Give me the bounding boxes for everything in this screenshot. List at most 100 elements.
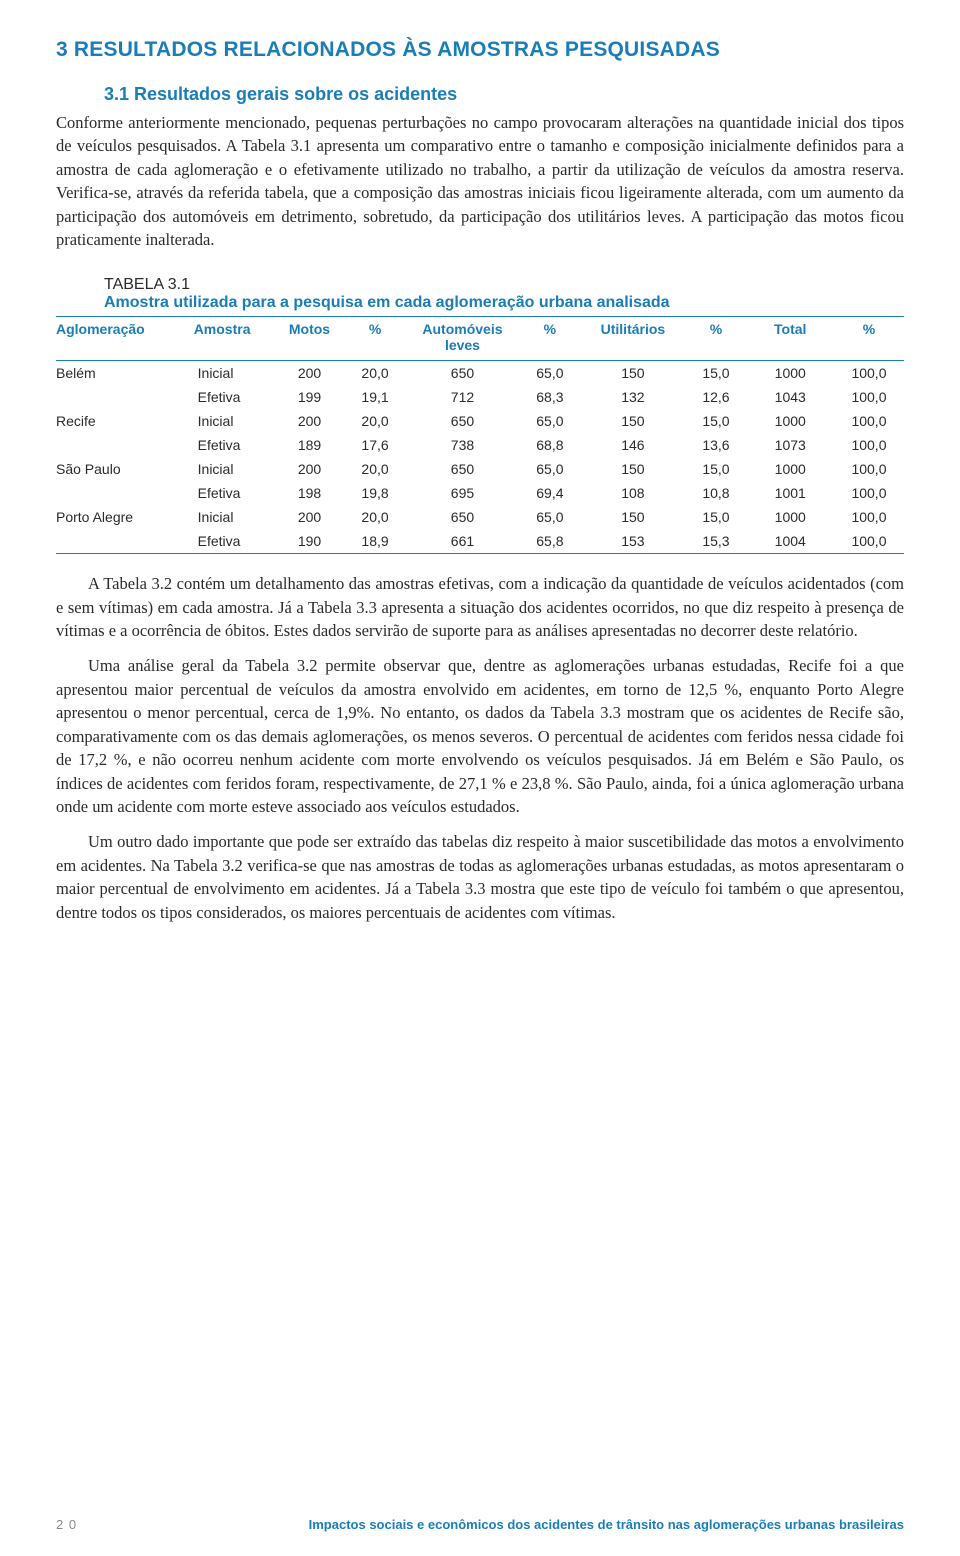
- th-amostra: Amostra: [170, 316, 275, 361]
- cell: Efetiva: [170, 385, 275, 409]
- table-row: Efetiva19819,869569,410810,81001100,0: [56, 481, 904, 505]
- data-table: Aglomeração Amostra Motos % Automóveis l…: [56, 316, 904, 555]
- cell: 15,0: [685, 457, 746, 481]
- table-row: Efetiva19018,966165,815315,31004100,0: [56, 529, 904, 554]
- cell: 68,8: [519, 433, 580, 457]
- th-aglomeracao: Aglomeração: [56, 316, 170, 361]
- cell-aglomeracao: [56, 529, 170, 554]
- cell: 15,0: [685, 505, 746, 529]
- cell: 100,0: [834, 385, 904, 409]
- cell: 199: [275, 385, 345, 409]
- th-pct-auto: %: [519, 316, 580, 361]
- cell: 650: [406, 409, 520, 433]
- cell: 19,1: [344, 385, 405, 409]
- cell: 15,0: [685, 409, 746, 433]
- cell: Efetiva: [170, 529, 275, 554]
- cell: 10,8: [685, 481, 746, 505]
- cell: 13,6: [685, 433, 746, 457]
- cell: 18,9: [344, 529, 405, 554]
- th-motos: Motos: [275, 316, 345, 361]
- cell: 650: [406, 457, 520, 481]
- paragraph-2: A Tabela 3.2 contém um detalhamento das …: [56, 572, 904, 642]
- cell-aglomeracao: São Paulo: [56, 457, 170, 481]
- cell: 1000: [747, 361, 834, 386]
- cell: 20,0: [344, 409, 405, 433]
- cell-aglomeracao: [56, 385, 170, 409]
- cell: 200: [275, 457, 345, 481]
- cell: 100,0: [834, 433, 904, 457]
- cell: 1000: [747, 409, 834, 433]
- cell: 15,0: [685, 361, 746, 386]
- paragraph-4: Um outro dado importante que pode ser ex…: [56, 830, 904, 924]
- cell: 712: [406, 385, 520, 409]
- table-row: RecifeInicial20020,065065,015015,0100010…: [56, 409, 904, 433]
- cell-aglomeracao: [56, 481, 170, 505]
- cell: 108: [580, 481, 685, 505]
- table-body: BelémInicial20020,065065,015015,01000100…: [56, 361, 904, 554]
- table-row: Efetiva19919,171268,313212,61043100,0: [56, 385, 904, 409]
- cell: 65,0: [519, 361, 580, 386]
- cell: 189: [275, 433, 345, 457]
- table-header-row: Aglomeração Amostra Motos % Automóveis l…: [56, 316, 904, 361]
- cell: 695: [406, 481, 520, 505]
- cell: 150: [580, 505, 685, 529]
- cell: 150: [580, 457, 685, 481]
- cell: 68,3: [519, 385, 580, 409]
- table-row: Efetiva18917,673868,814613,61073100,0: [56, 433, 904, 457]
- cell: 100,0: [834, 457, 904, 481]
- cell: 17,6: [344, 433, 405, 457]
- cell: 190: [275, 529, 345, 554]
- table-caption-number: TABELA 3.1: [104, 276, 904, 294]
- cell: Inicial: [170, 361, 275, 386]
- cell: 150: [580, 361, 685, 386]
- page-footer: 2 0 Impactos sociais e econômicos dos ac…: [56, 1517, 904, 1532]
- cell: 1000: [747, 457, 834, 481]
- cell: 20,0: [344, 505, 405, 529]
- paragraph-3: Uma análise geral da Tabela 3.2 permite …: [56, 654, 904, 818]
- table-row: São PauloInicial20020,065065,015015,0100…: [56, 457, 904, 481]
- cell: 20,0: [344, 361, 405, 386]
- table-caption-title: Amostra utilizada para a pesquisa em cad…: [104, 294, 904, 312]
- th-pct-total: %: [834, 316, 904, 361]
- cell: 1073: [747, 433, 834, 457]
- subsection-title: 3.1 Resultados gerais sobre os acidentes: [104, 84, 904, 105]
- cell: 65,0: [519, 457, 580, 481]
- cell: 69,4: [519, 481, 580, 505]
- cell: 65,0: [519, 505, 580, 529]
- th-automoveis: Automóveis leves: [406, 316, 520, 361]
- cell: Inicial: [170, 457, 275, 481]
- cell: 20,0: [344, 457, 405, 481]
- th-pct-motos: %: [344, 316, 405, 361]
- th-utilitarios: Utilitários: [580, 316, 685, 361]
- th-total: Total: [747, 316, 834, 361]
- cell: 661: [406, 529, 520, 554]
- cell: 100,0: [834, 481, 904, 505]
- cell: Efetiva: [170, 481, 275, 505]
- cell: 100,0: [834, 529, 904, 554]
- th-pct-util: %: [685, 316, 746, 361]
- cell: 200: [275, 409, 345, 433]
- cell: Efetiva: [170, 433, 275, 457]
- cell: 650: [406, 361, 520, 386]
- cell-aglomeracao: [56, 433, 170, 457]
- cell: 100,0: [834, 409, 904, 433]
- cell: 15,3: [685, 529, 746, 554]
- cell: 150: [580, 409, 685, 433]
- cell: 65,8: [519, 529, 580, 554]
- cell: 12,6: [685, 385, 746, 409]
- cell-aglomeracao: Porto Alegre: [56, 505, 170, 529]
- paragraph-1: Conforme anteriormente mencionado, peque…: [56, 111, 904, 252]
- table-row: BelémInicial20020,065065,015015,01000100…: [56, 361, 904, 386]
- cell: Inicial: [170, 409, 275, 433]
- cell: 1043: [747, 385, 834, 409]
- page-number: 2 0: [56, 1517, 77, 1532]
- cell: Inicial: [170, 505, 275, 529]
- section-title: 3 RESULTADOS RELACIONADOS ÀS AMOSTRAS PE…: [56, 38, 904, 62]
- cell: 153: [580, 529, 685, 554]
- cell: 1000: [747, 505, 834, 529]
- cell-aglomeracao: Belém: [56, 361, 170, 386]
- cell: 650: [406, 505, 520, 529]
- cell: 100,0: [834, 361, 904, 386]
- cell: 738: [406, 433, 520, 457]
- cell: 198: [275, 481, 345, 505]
